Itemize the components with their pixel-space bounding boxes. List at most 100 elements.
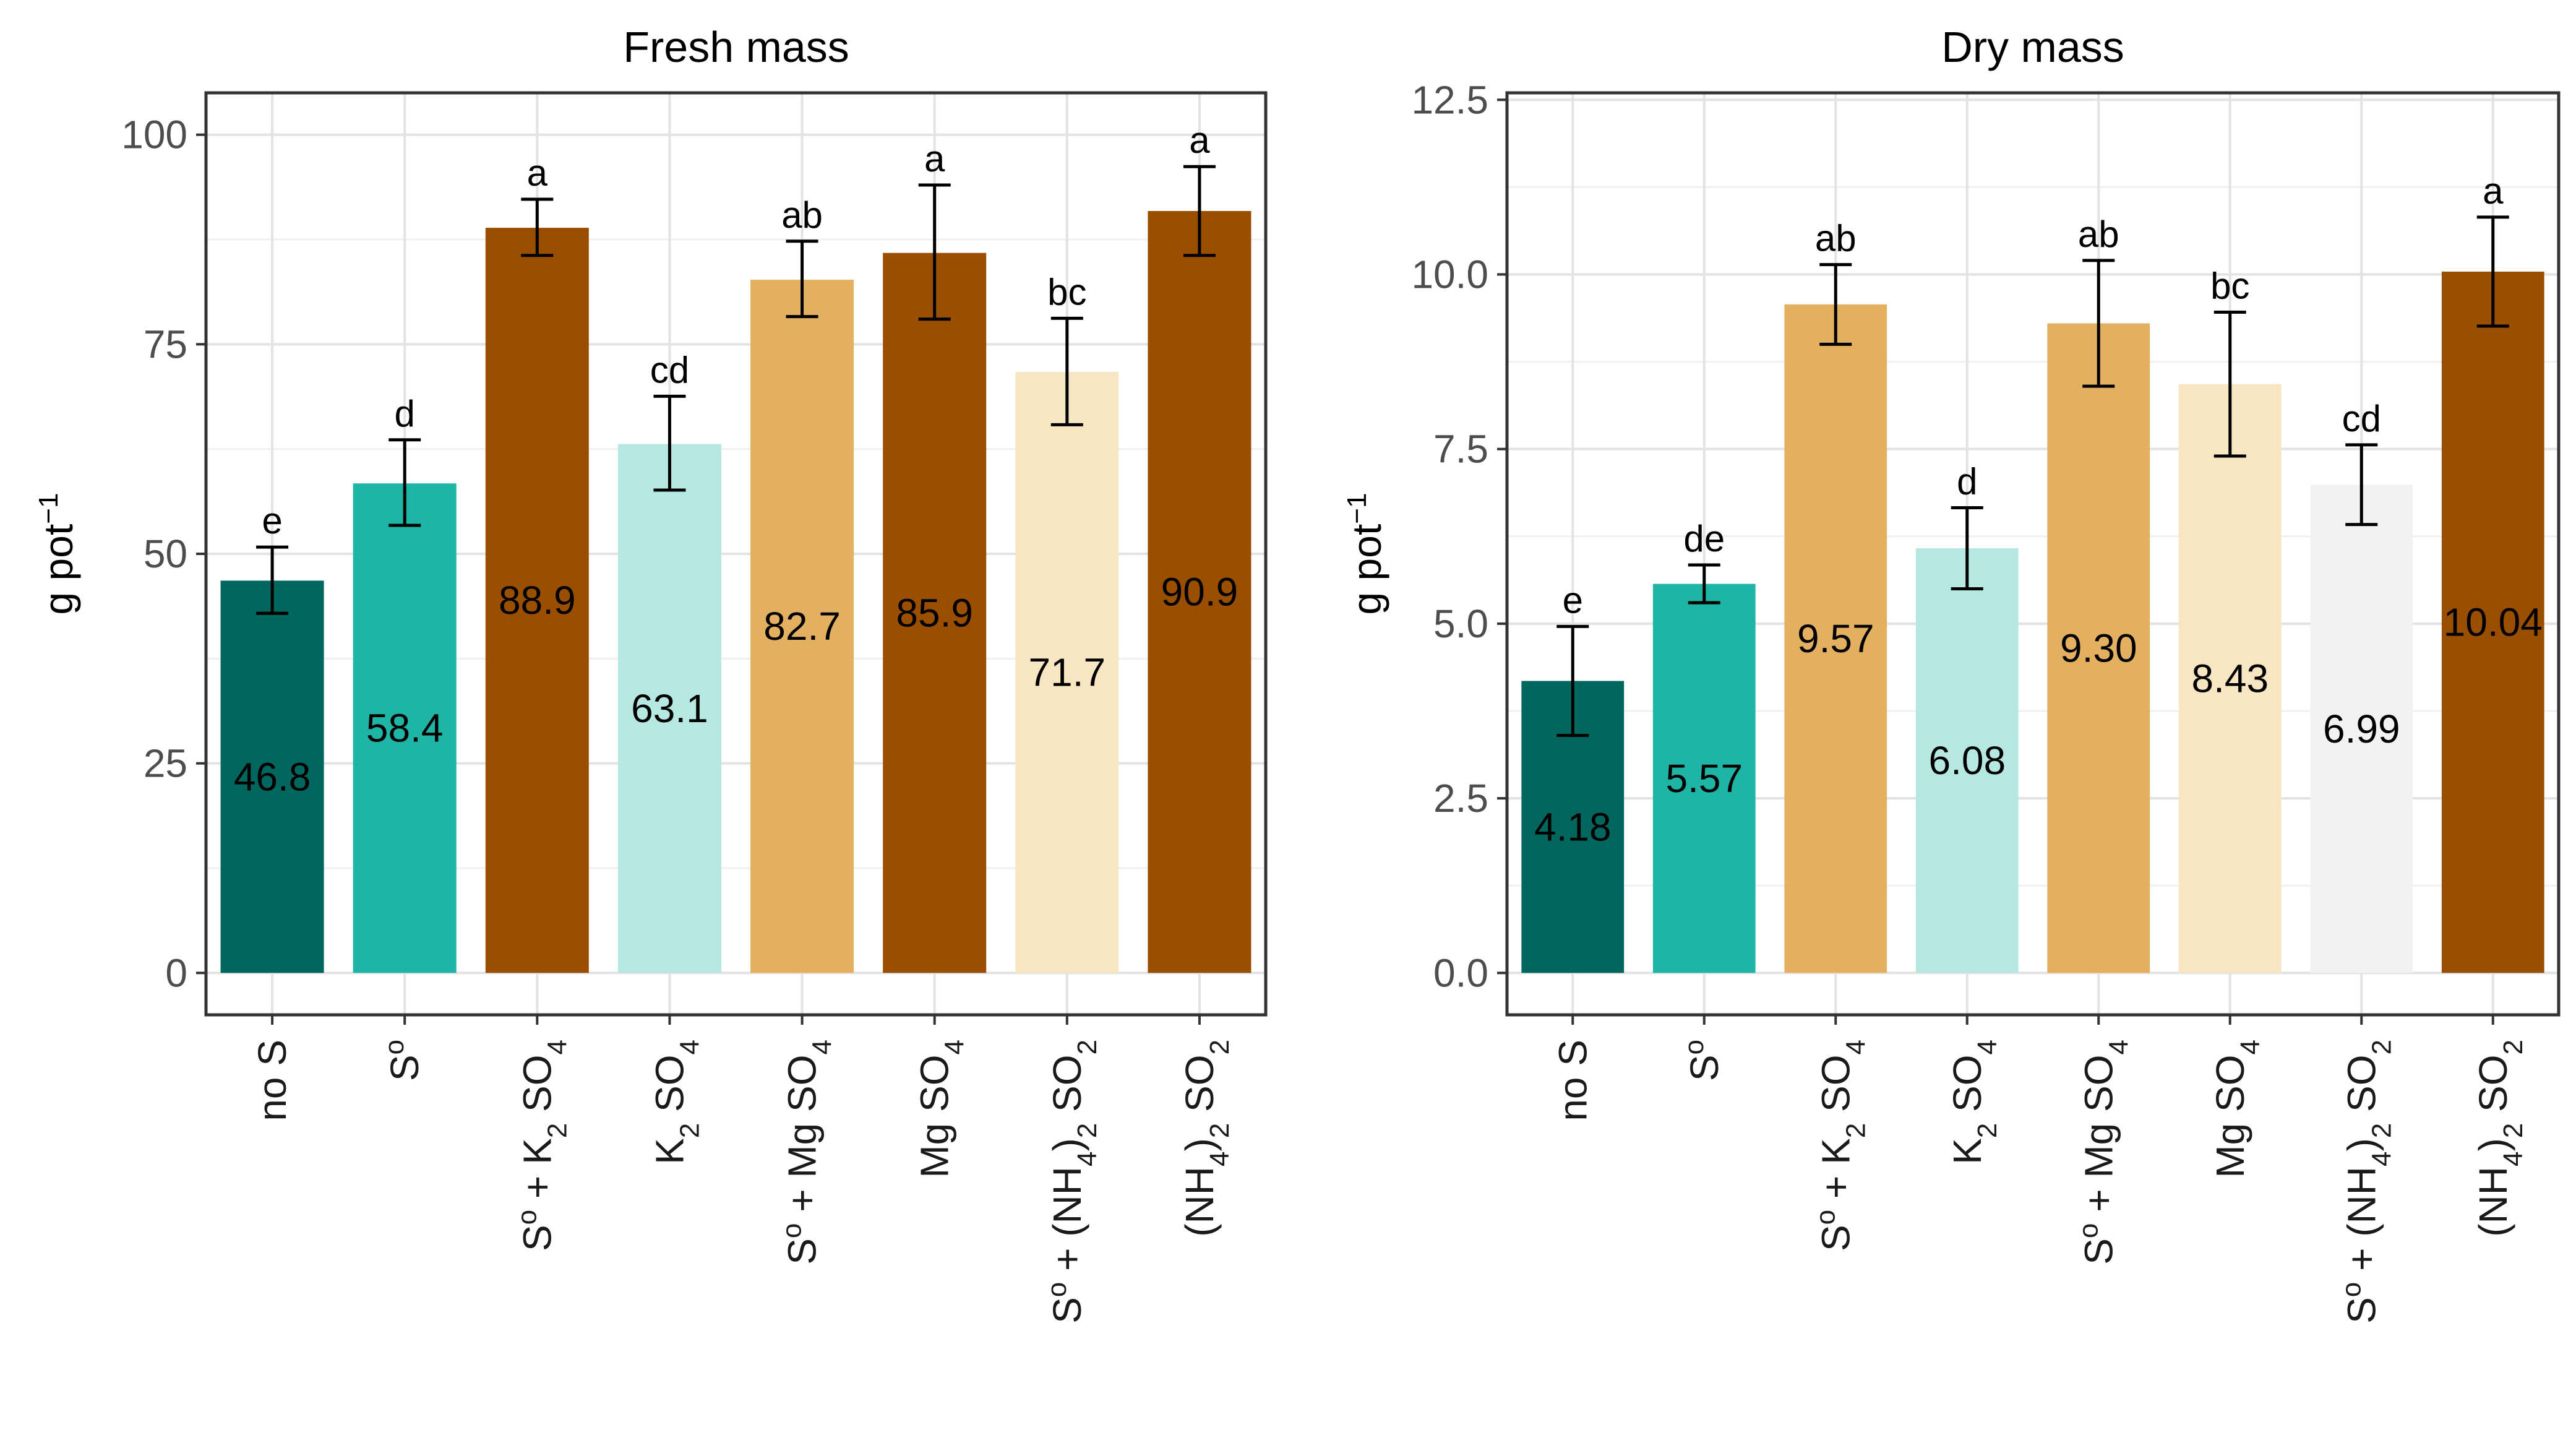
significance-letter: ab — [781, 194, 823, 236]
y-tick-label: 50 — [144, 532, 187, 576]
x-tick-label: So + (NH4)2 SO2 — [2336, 1040, 2397, 1324]
data-label: 63.1 — [631, 686, 708, 731]
y-tick-label: 10.0 — [1411, 252, 1488, 296]
bar — [220, 580, 324, 973]
label-part: g pot — [35, 524, 81, 615]
bar — [353, 483, 457, 973]
label-part: 4 — [1840, 1040, 1871, 1054]
y-tick-label: 5.0 — [1433, 601, 1488, 646]
label-part: g pot — [1344, 524, 1389, 615]
label-part: 4 — [807, 1040, 837, 1054]
y-tick-label: 25 — [144, 741, 187, 786]
label-part: 2 — [542, 1123, 572, 1138]
label-part: 2 — [1840, 1123, 1871, 1138]
x-tick-label: K2 SO4 — [1945, 1040, 2003, 1165]
label-part: SO — [2471, 1054, 2515, 1123]
data-label: 10.04 — [2444, 600, 2543, 645]
label-part: ) — [1045, 1138, 1089, 1151]
chart-title: Dry mass — [1941, 23, 2124, 71]
bar — [1148, 210, 1252, 973]
label-part: + K — [515, 1138, 559, 1210]
bar — [1915, 548, 2019, 973]
label-part: no S — [1550, 1040, 1595, 1121]
significance-letter: de — [1683, 518, 1725, 559]
label-part: 4 — [2235, 1040, 2265, 1054]
significance-letter: a — [527, 152, 548, 194]
data-label: 85.9 — [896, 590, 973, 635]
significance-letter: d — [1957, 461, 1977, 502]
bar — [2047, 323, 2150, 973]
label-part: SO — [647, 1054, 692, 1123]
y-axis-label: g pot−1 — [1342, 493, 1390, 615]
significance-letter: a — [2483, 170, 2504, 212]
bar — [617, 444, 721, 973]
y-tick-label: 0 — [165, 950, 187, 995]
label-part: K — [1945, 1138, 1990, 1165]
bar — [2178, 384, 2282, 973]
label-part: 2 — [2497, 1040, 2528, 1054]
label-part: + Mg SO — [780, 1054, 825, 1223]
label-part: ) — [1177, 1138, 1222, 1151]
label-part: Mg SO — [2208, 1054, 2252, 1178]
x-tick-label: no S — [1550, 1040, 1595, 1121]
data-label: 58.4 — [366, 706, 444, 751]
label-part: + (NH — [1045, 1166, 1089, 1282]
chart-panel-1: 0 25 50 75 100 e d a cd ab a bc a 46.8 58.4 88.9 63.1 82.… — [33, 23, 1268, 1324]
data-label: 9.57 — [1797, 616, 1874, 661]
label-part: 2 — [1204, 1040, 1234, 1054]
y-axis-label: g pot−1 — [33, 493, 82, 615]
bar — [750, 280, 854, 973]
x-tick-label: (NH4)2 SO2 — [1177, 1040, 1235, 1237]
panel-border — [1505, 91, 2561, 1017]
chart-title: Fresh mass — [623, 23, 849, 71]
y-tick-label: 100 — [121, 113, 187, 157]
data-label: 46.8 — [234, 754, 311, 799]
y-tick-label: 75 — [144, 322, 187, 366]
label-part: 2 — [1204, 1123, 1234, 1138]
significance-letter: bc — [1047, 271, 1086, 312]
label-part: S — [780, 1238, 825, 1265]
label-part: 4 — [2366, 1152, 2397, 1166]
label-part: ) — [2339, 1138, 2384, 1151]
data-label: 71.7 — [1029, 650, 1106, 695]
x-tick-label: So + (NH4)2 SO2 — [1041, 1040, 1102, 1324]
bar — [1652, 584, 1756, 973]
label-part: 2 — [2366, 1123, 2397, 1138]
label-part: 4 — [542, 1040, 572, 1054]
label-part: 4 — [674, 1040, 705, 1054]
data-label: 5.57 — [1665, 756, 1743, 801]
label-part: o — [2336, 1282, 2366, 1297]
significance-letter: e — [262, 500, 282, 541]
label-part: + Mg SO — [2076, 1054, 2121, 1223]
y-tick-label: 0.0 — [1433, 950, 1488, 995]
x-tick-label: So + Mg SO4 — [2073, 1040, 2134, 1265]
label-part: 4 — [1071, 1152, 1102, 1166]
label-part: o — [1678, 1040, 1709, 1054]
label-part: S — [1813, 1225, 1858, 1251]
label-part: SO — [2339, 1054, 2384, 1123]
label-part: o — [1810, 1210, 1840, 1225]
label-part: 2 — [674, 1123, 705, 1138]
data-label: 6.08 — [1928, 738, 2006, 783]
label-part: + (NH — [2339, 1166, 2384, 1282]
label-part: SO — [1945, 1054, 1990, 1123]
label-part: S — [1682, 1054, 1727, 1081]
label-part: o — [512, 1210, 542, 1225]
label-part: −1 — [33, 493, 64, 524]
label-part: SO — [1813, 1054, 1858, 1123]
label-part: (NH — [2471, 1166, 2515, 1237]
x-tick-label: So + Mg SO4 — [776, 1040, 837, 1265]
label-part: SO — [515, 1054, 559, 1123]
y-tick-label: 7.5 — [1433, 427, 1488, 472]
data-label: 90.9 — [1161, 570, 1239, 614]
label-part: S — [2076, 1238, 2121, 1265]
x-tick-label: Mg SO4 — [912, 1040, 970, 1178]
bar — [1015, 372, 1119, 973]
data-label: 8.43 — [2191, 656, 2269, 700]
label-part: o — [379, 1040, 410, 1054]
y-tick-label: 12.5 — [1411, 77, 1488, 122]
label-part: 4 — [2103, 1040, 2134, 1054]
significance-letter: ab — [1815, 218, 1857, 259]
data-label: 9.30 — [2060, 626, 2137, 670]
x-tick-label: K2 SO4 — [647, 1040, 705, 1165]
